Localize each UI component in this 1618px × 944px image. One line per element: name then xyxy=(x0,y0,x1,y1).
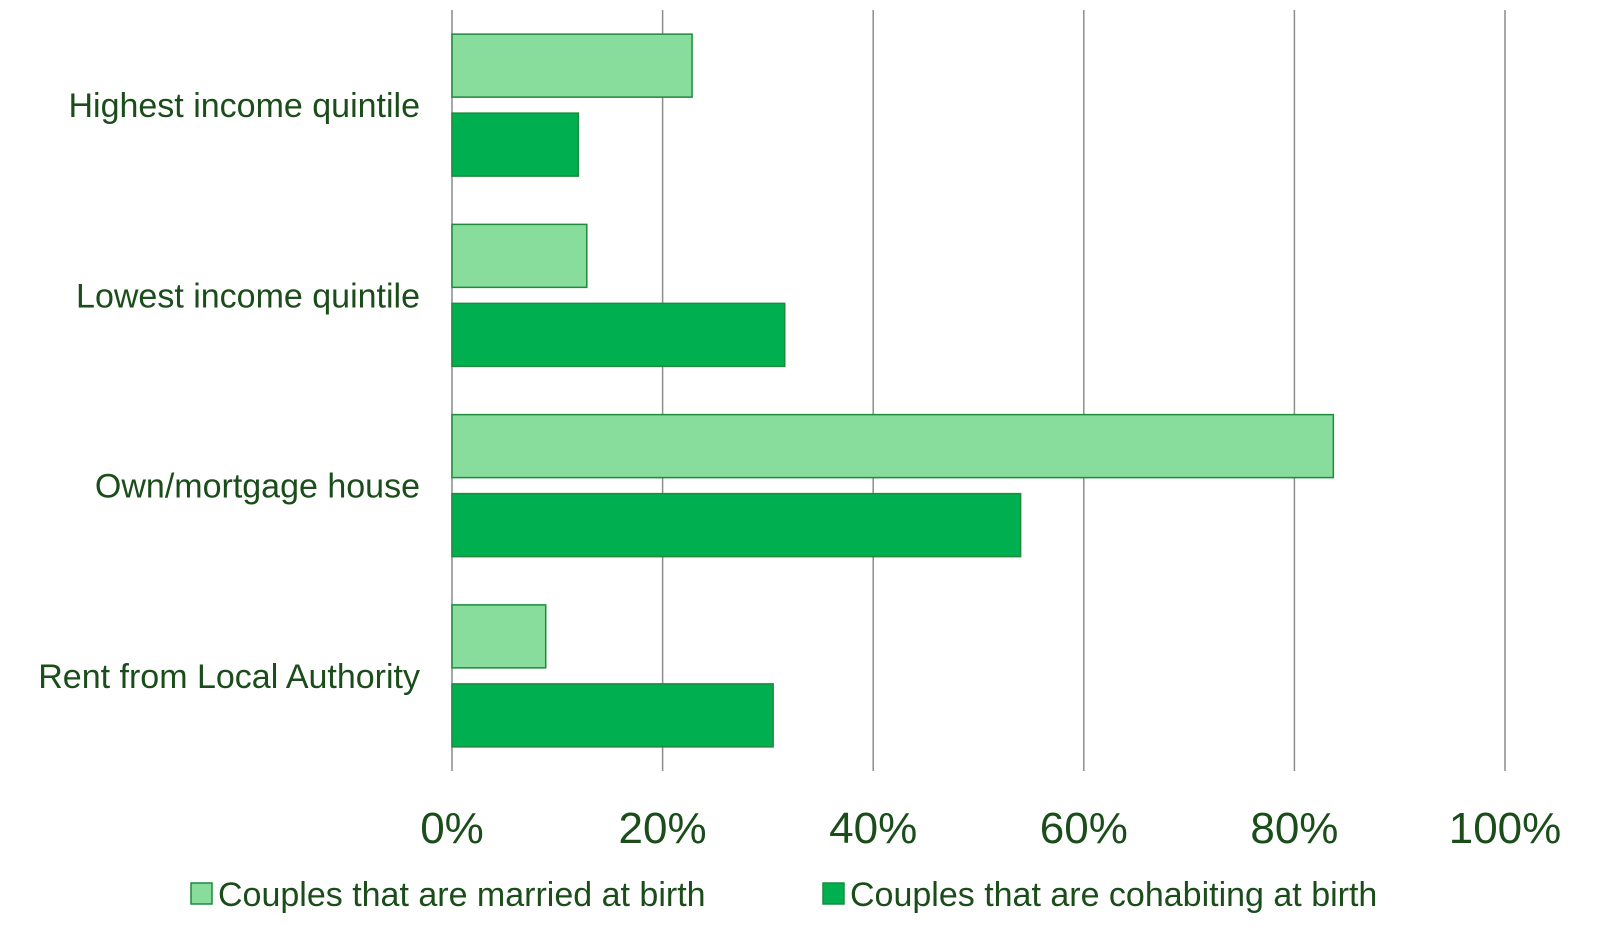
bar-married-1 xyxy=(451,223,588,289)
x-tick-label: 0% xyxy=(420,804,484,853)
bar-cohabiting-2 xyxy=(451,492,1022,558)
bar-married-0 xyxy=(451,33,693,98)
x-tick-label: 40% xyxy=(829,804,917,853)
x-tick-label: 100% xyxy=(1449,804,1562,853)
legend: Couples that are married at birth Couples… xyxy=(190,876,1377,914)
bar-married-2 xyxy=(451,413,1335,479)
legend-swatch-cohabiting xyxy=(822,882,845,905)
legend-label-cohabiting: Couples that are cohabiting at birth xyxy=(850,876,1377,914)
bar-cohabiting-3 xyxy=(451,683,774,748)
category-label: Own/mortgage house xyxy=(95,468,420,506)
grid-lines xyxy=(451,10,1506,771)
x-tick-labels: 0% 20% 40% 60% 80% 100% xyxy=(420,804,1561,853)
bar-cohabiting-0 xyxy=(451,112,580,177)
x-tick-label: 20% xyxy=(619,804,707,853)
bar-married-3 xyxy=(451,604,547,669)
category-label: Lowest income quintile xyxy=(76,277,420,315)
legend-swatch-married xyxy=(190,882,213,905)
x-tick-label: 60% xyxy=(1040,804,1128,853)
x-tick-label: 80% xyxy=(1250,804,1338,853)
category-label: Highest income quintile xyxy=(68,87,420,125)
legend-label-married: Couples that are married at birth xyxy=(218,876,706,914)
bar-cohabiting-1 xyxy=(451,302,786,368)
category-label: Rent from Local Authority xyxy=(38,658,420,696)
bars xyxy=(451,33,1335,748)
category-labels: Highest income quintile Lowest income qui… xyxy=(38,87,420,696)
